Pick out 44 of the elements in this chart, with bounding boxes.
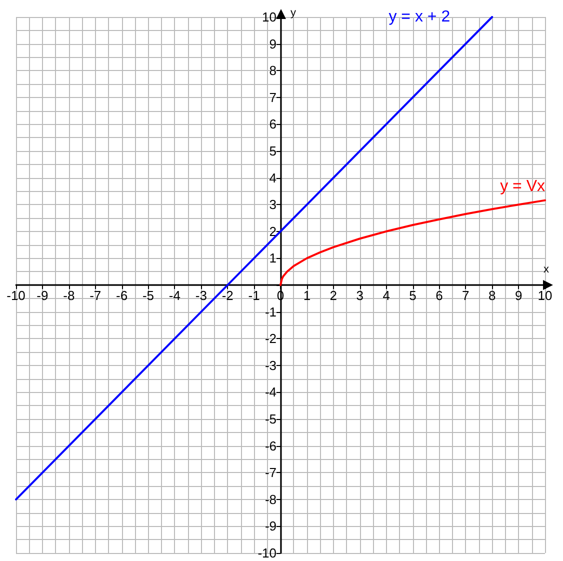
y-tick-label: 10 bbox=[262, 10, 276, 24]
y-tick-label: -7 bbox=[264, 465, 276, 480]
x-tick-label: 1 bbox=[303, 288, 311, 303]
x-tick-label: 9 bbox=[514, 288, 522, 303]
x-tick-label: -10 bbox=[6, 288, 26, 303]
y-tick-label: 1 bbox=[269, 250, 276, 266]
x-tick-label: -2 bbox=[222, 288, 234, 303]
x-tick-label: 5 bbox=[409, 288, 416, 303]
y-axis-title: y bbox=[290, 7, 296, 19]
x-tick-label: 7 bbox=[462, 288, 470, 303]
x-tick-label: 10 bbox=[538, 288, 552, 303]
x-tick-label: 3 bbox=[356, 288, 364, 303]
y-tick-label: 5 bbox=[269, 144, 276, 158]
x-tick-label: -8 bbox=[63, 288, 75, 303]
y-tick-label: -2 bbox=[264, 331, 276, 346]
x-tick-label: -6 bbox=[116, 288, 128, 303]
x-tick-label: 8 bbox=[488, 288, 496, 303]
series-label: y = x + 2 bbox=[388, 8, 450, 26]
y-tick-label: -5 bbox=[264, 412, 276, 426]
x-tick-label: -3 bbox=[195, 288, 207, 303]
y-tick-label: 8 bbox=[269, 63, 276, 78]
y-tick-label: -10 bbox=[258, 546, 276, 560]
y-tick-label: 7 bbox=[269, 90, 276, 105]
x-tick-label: 6 bbox=[436, 288, 443, 303]
y-tick-label: 6 bbox=[269, 116, 276, 132]
y-tick-label: -9 bbox=[264, 518, 276, 534]
x-tick-label: -1 bbox=[248, 288, 260, 303]
y-tick-label: -4 bbox=[264, 384, 276, 400]
y-tick-label: -6 bbox=[264, 438, 276, 454]
series-label: y = Vx bbox=[500, 178, 545, 195]
x-tick-label: -9 bbox=[36, 288, 48, 303]
x-tick-label: -4 bbox=[168, 288, 180, 303]
y-tick-label: -3 bbox=[264, 358, 276, 373]
y-tick-label: 3 bbox=[269, 197, 276, 212]
y-tick-label: -1 bbox=[264, 304, 276, 320]
x-tick-label: 4 bbox=[382, 288, 390, 303]
x-tick-label: 2 bbox=[330, 288, 338, 303]
y-tick-label: 2 bbox=[269, 224, 276, 239]
y-tick-label: -8 bbox=[264, 492, 276, 507]
y-tick-label: 9 bbox=[269, 36, 276, 52]
x-axis-title: x bbox=[544, 264, 550, 276]
y-tick-label: 4 bbox=[269, 170, 276, 186]
x-tick-label: -7 bbox=[90, 288, 102, 303]
x-tick-label: -5 bbox=[142, 288, 154, 303]
